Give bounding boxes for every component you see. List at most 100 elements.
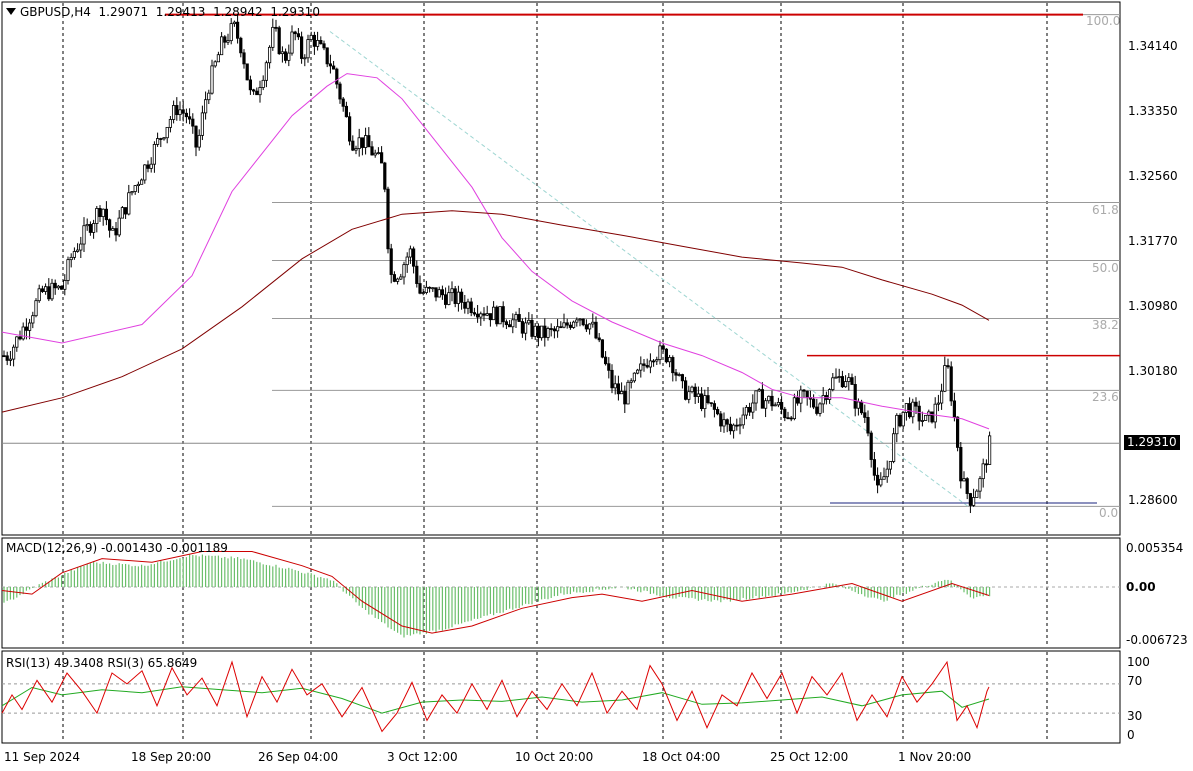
candle-body <box>229 23 233 42</box>
candle-body <box>264 62 269 81</box>
candle-body <box>344 105 349 118</box>
candle-body <box>69 256 73 261</box>
dropdown-triangle-icon[interactable] <box>6 8 16 15</box>
candle-body <box>149 163 153 169</box>
candle-body <box>776 402 781 406</box>
candle-body <box>552 328 557 332</box>
candle-body <box>354 148 358 151</box>
macd-label: MACD(12,26,9) -0.001430 -0.001189 <box>6 541 228 555</box>
candle-body <box>485 313 489 316</box>
time-label: 11 Sep 2024 <box>4 750 81 764</box>
candle-body <box>892 433 896 462</box>
candle-body <box>498 306 502 325</box>
candle-body <box>194 125 198 148</box>
candle-body <box>799 389 803 404</box>
panel-frame <box>1 537 1121 649</box>
candle-body <box>636 369 640 374</box>
candle-body <box>456 291 461 304</box>
symbol-info: GBPUSD,H4 1.29071 1.29413 1.28942 1.2931… <box>6 5 320 19</box>
candle-body <box>507 324 512 328</box>
candle-body <box>280 51 285 55</box>
candle-body <box>146 164 150 169</box>
candle-body <box>760 389 765 409</box>
candle-body <box>930 411 934 423</box>
candle-body <box>405 256 409 266</box>
candle-body <box>949 366 953 402</box>
candle-body <box>549 328 553 330</box>
candle-body <box>178 109 182 116</box>
candle-body <box>376 152 381 155</box>
candle-body <box>914 401 918 407</box>
candle-body <box>136 183 140 187</box>
candle-body <box>981 463 985 480</box>
candle-body <box>395 278 400 282</box>
candle-body <box>482 313 486 316</box>
candle-body <box>597 337 601 341</box>
candle-body <box>911 401 915 418</box>
candle-body <box>671 357 675 374</box>
candle-body <box>988 435 992 465</box>
candle-body <box>18 336 22 340</box>
candle-body <box>434 287 438 298</box>
candle-body <box>248 79 252 91</box>
panel-frame <box>1 650 1121 744</box>
candle-body <box>261 79 265 88</box>
current-price-tag: 1.29310 <box>1124 435 1180 450</box>
candle-body <box>245 63 249 81</box>
candle-body <box>232 21 236 25</box>
candle-body <box>242 52 246 65</box>
candle-body <box>984 463 989 466</box>
candle-body <box>783 408 787 419</box>
price-tick: 1.30180 <box>1128 364 1178 378</box>
candle-body <box>738 424 742 427</box>
candle-body <box>8 358 12 361</box>
candle-body <box>60 285 64 290</box>
candle-body <box>309 34 313 40</box>
candle-body <box>936 402 941 405</box>
candle-body <box>805 390 809 398</box>
candle-body <box>437 289 441 298</box>
fibonacci-levels <box>272 14 1120 507</box>
candle-body <box>834 376 838 379</box>
rsi-tick: 30 <box>1127 709 1143 723</box>
candle-body <box>965 478 969 494</box>
candle-body <box>719 413 723 427</box>
candle-body <box>203 99 208 114</box>
candle-body <box>680 374 685 382</box>
moving-averages <box>1 73 990 430</box>
candle-body <box>956 416 960 448</box>
candle-body <box>130 191 134 194</box>
candle-body <box>869 432 873 460</box>
candle-body <box>504 321 509 326</box>
candle-body <box>207 92 211 101</box>
candle-body <box>706 395 710 404</box>
price-tick: 1.34140 <box>1128 39 1178 53</box>
candle-body <box>191 118 195 127</box>
candle-body <box>514 314 518 321</box>
rsi-slow-line <box>1 686 990 714</box>
candle-body <box>792 397 797 420</box>
candle-body <box>338 83 342 100</box>
candle-body <box>331 65 336 70</box>
candle-body <box>63 280 67 290</box>
candle-body <box>418 283 422 294</box>
candle-body <box>85 224 89 227</box>
candle-body <box>722 419 726 427</box>
candle-body <box>888 461 893 470</box>
candle-body <box>315 40 320 47</box>
candle-body <box>610 369 614 389</box>
candle-body <box>524 322 528 334</box>
candle-body <box>613 383 617 389</box>
candle-body <box>383 162 387 190</box>
candle-body <box>335 68 339 85</box>
candle-body <box>325 47 329 65</box>
candle-body <box>732 424 736 432</box>
candle-body <box>652 360 656 363</box>
candle-body <box>351 140 355 151</box>
candle-body <box>31 315 35 324</box>
candle-body <box>392 274 397 282</box>
ma-slow-line <box>1 210 990 413</box>
candle-body <box>76 249 80 252</box>
candle-body <box>139 179 144 185</box>
candle-body <box>581 318 585 326</box>
